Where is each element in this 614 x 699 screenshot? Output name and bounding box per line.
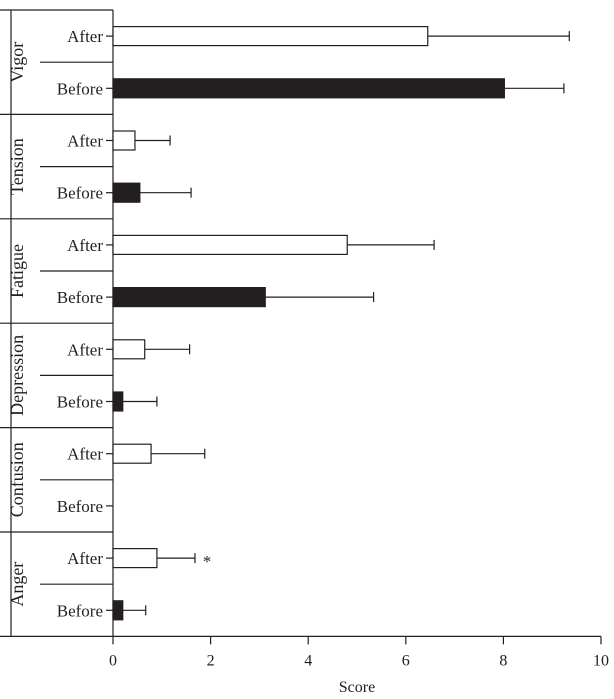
row-label-before: Before (57, 393, 103, 412)
row-label-before: Before (57, 601, 103, 620)
bar-tension-after (112, 130, 136, 151)
x-axis-title: Score (339, 679, 375, 696)
bar-anger-after (112, 547, 158, 569)
x-tick-label: 10 (593, 652, 609, 669)
bar-fatigue-before (112, 287, 266, 308)
x-tick-label: 2 (207, 652, 215, 669)
chart-frame (0, 9, 114, 638)
row-label-after: After (67, 27, 103, 46)
row-label-after: After (67, 132, 103, 151)
bar-fatigue-after (112, 234, 348, 255)
bar-depression-before (112, 391, 124, 412)
row-label-before: Before (57, 288, 103, 307)
row-labels: After Before After Before After Before After Be… (57, 27, 104, 620)
group-label-tension: Tension (7, 138, 27, 195)
row-label-after: After (67, 445, 103, 464)
x-tick-label: 8 (499, 652, 507, 669)
group-label-anger: Anger (7, 562, 27, 607)
x-tick-label: 4 (304, 652, 312, 669)
x-tick-label: 0 (109, 652, 117, 669)
group-label-fatigue: Fatigue (7, 244, 27, 298)
group-labels: Vigor Tension Fatigue Depression Confusion An… (7, 42, 27, 607)
bar-tension-before (112, 182, 141, 203)
bar-vigor-after (112, 26, 429, 47)
bar-depression-after (112, 339, 146, 360)
significance-marker: * (203, 552, 212, 571)
row-label-after: After (67, 340, 103, 359)
group-label-depression: Depression (7, 335, 27, 416)
bars: * (112, 26, 570, 621)
bar-anger-before (112, 600, 124, 621)
row-label-after: After (67, 236, 103, 255)
x-tick-label: 6 (402, 652, 410, 669)
row-label-after: After (67, 549, 103, 568)
bar-vigor-before (112, 78, 505, 99)
row-label-before: Before (57, 79, 103, 98)
x-axis: 0 2 4 6 8 10 (109, 635, 609, 669)
row-label-before: Before (57, 497, 103, 516)
group-label-vigor: Vigor (7, 42, 27, 83)
bar-confusion-after (112, 443, 152, 464)
group-label-confusion: Confusion (7, 442, 27, 517)
row-label-before: Before (57, 184, 103, 203)
